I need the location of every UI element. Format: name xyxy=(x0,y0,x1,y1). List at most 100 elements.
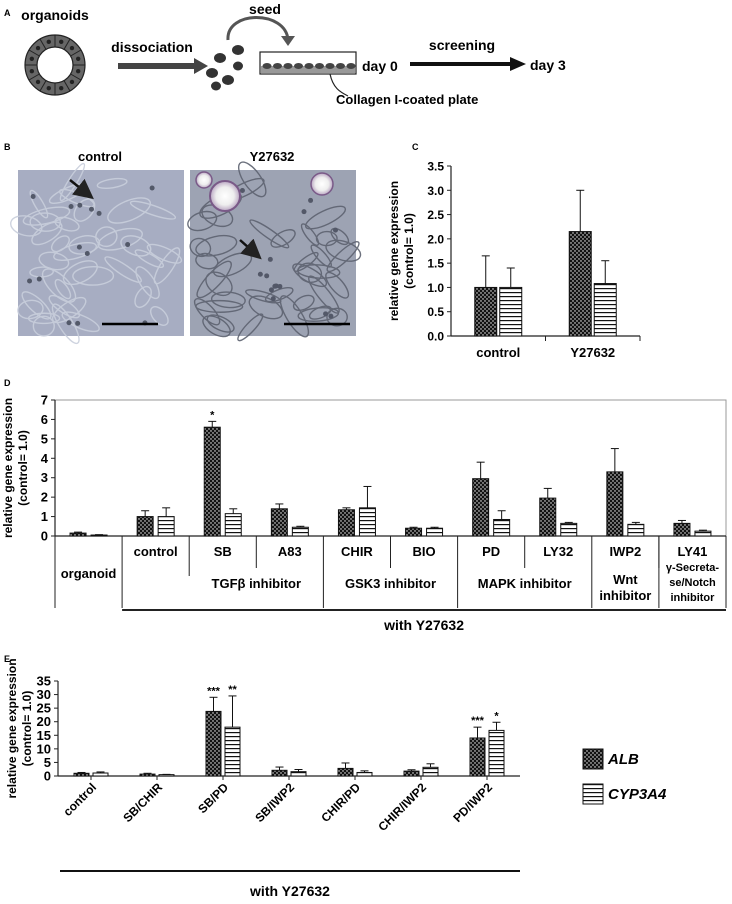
legend-label-cyp3a4: CYP3A4 xyxy=(608,786,667,803)
bar-alb xyxy=(568,231,592,337)
bar-cyp3a4 xyxy=(488,729,505,777)
y-tick-label: 0 xyxy=(41,529,48,544)
y-tick-label: 1 xyxy=(41,509,48,524)
category-label: IWP2 xyxy=(609,544,641,559)
y-tick-label: 3 xyxy=(41,470,48,485)
bar-alb xyxy=(606,471,624,537)
bar-alb xyxy=(205,710,222,777)
y-tick-label: 1.5 xyxy=(427,257,444,271)
legend-swatch-alb xyxy=(582,748,604,770)
category-label: LY32 xyxy=(543,544,573,559)
bar-alb xyxy=(405,527,423,537)
group-label-notch: inhibitor xyxy=(670,592,715,604)
bar-cyp3a4 xyxy=(426,527,444,537)
bar-cyp3a4 xyxy=(90,534,108,537)
screening-arrow-head xyxy=(510,57,526,71)
panel-letter-c: C xyxy=(412,142,419,152)
y-tick-label: 2.5 xyxy=(427,208,444,222)
label-control-image: control xyxy=(78,149,122,164)
significance-label: *** xyxy=(471,715,485,727)
y-axis-label: relative gene expression(control= 1.0) xyxy=(5,658,34,798)
label-day0: day 0 xyxy=(362,58,398,74)
significance-label: ** xyxy=(228,684,237,696)
chart-d: 0 1 2 3 4 5 6 7 relative gene expression(control… xyxy=(1,393,727,633)
x-category-label: CHIR/PD xyxy=(318,780,363,825)
legend: ALB CYP3A4 xyxy=(582,748,667,805)
y-tick-label: 7 xyxy=(41,393,48,408)
plot-frame xyxy=(54,399,727,537)
micrograph-control xyxy=(9,162,184,345)
y-tick-label: 4 xyxy=(41,451,49,466)
group-label: MAPK inhibitor xyxy=(478,576,572,591)
group-label: GSK3 inhibitor xyxy=(345,576,436,591)
bar-cyp3a4 xyxy=(224,513,242,537)
category-label: A83 xyxy=(278,544,302,559)
y-tick-label: 20 xyxy=(37,714,51,729)
y-tick-label: 35 xyxy=(37,674,51,689)
panel-letter-e: E xyxy=(4,654,10,664)
y-tick-label: 0.5 xyxy=(427,305,444,319)
label-dissociation: dissociation xyxy=(111,39,193,55)
y-tick-label: 0 xyxy=(44,769,51,784)
bar-cyp3a4 xyxy=(499,286,523,337)
significance-label: *** xyxy=(207,685,221,697)
panel-letter-d: D xyxy=(4,378,11,388)
bar-alb xyxy=(270,508,288,537)
y-axis-label: relative gene expression(control= 1.0) xyxy=(1,398,30,538)
bar-cyp3a4 xyxy=(560,522,578,537)
significance-label: * xyxy=(210,409,215,421)
y-tick-label: 10 xyxy=(37,741,51,756)
y-tick-label: 15 xyxy=(37,728,51,743)
y-tick-label: 2.0 xyxy=(427,232,444,246)
label-day3: day 3 xyxy=(530,57,566,73)
micrograph-y27632 xyxy=(187,161,362,342)
bar-alb xyxy=(136,516,154,537)
legend-label-alb: ALB xyxy=(607,751,639,768)
category-label: CHIR xyxy=(341,544,373,559)
bar-cyp3a4 xyxy=(694,530,712,537)
label-collagen-plate: Collagen I-coated plate xyxy=(336,92,478,107)
label-seed: seed xyxy=(249,1,281,17)
category-label: SB xyxy=(214,544,232,559)
y-tick-label: 5 xyxy=(41,431,48,446)
category-label: control xyxy=(134,544,178,559)
y-tick-label: 0.0 xyxy=(427,330,444,344)
arrow-icon xyxy=(239,238,262,260)
bar-alb xyxy=(337,767,354,777)
bar-alb xyxy=(337,509,355,537)
label-y27632-image: Y27632 xyxy=(250,149,295,164)
dissociation-arrow-head xyxy=(194,58,208,74)
category-label: PD xyxy=(482,544,500,559)
bar-alb xyxy=(403,770,420,777)
bar-cyp3a4 xyxy=(157,516,175,537)
dissociated-cells-icon xyxy=(206,45,244,91)
bar-cyp3a4 xyxy=(92,772,109,777)
panel-a: A organoids dissociation seed Collagen I… xyxy=(4,1,566,107)
label-organoids: organoids xyxy=(21,7,89,23)
bar-alb xyxy=(73,772,90,777)
panel-letter-a: A xyxy=(4,8,11,18)
bar-alb xyxy=(673,522,691,537)
bar-alb xyxy=(69,532,87,537)
x-category-label: SB/IWP2 xyxy=(252,780,297,825)
x-category-label: control xyxy=(60,780,99,819)
bar-cyp3a4 xyxy=(358,507,376,537)
bar-cyp3a4 xyxy=(356,771,373,777)
y-tick-label: 3.5 xyxy=(427,160,444,174)
chart-c: 0.0 0.5 1.0 1.5 2.0 2.5 3.0 3.5 relative gene ex… xyxy=(387,160,641,360)
x-category-label: PD/IWP2 xyxy=(450,780,495,825)
y-tick-label: 3.0 xyxy=(427,184,444,198)
x-category-label: CHIR/IWP2 xyxy=(375,780,429,834)
x-category-label: SB/PD xyxy=(195,780,231,816)
panel-b: B control Y27632 xyxy=(4,142,362,345)
bar-alb xyxy=(203,426,221,537)
y-tick-label: 5 xyxy=(44,755,51,770)
panel-c: C 0.0 0.5 1.0 1.5 2.0 2.5 3.0 3.5 relative gene … xyxy=(387,142,641,360)
seed-curved-arrow xyxy=(226,16,290,41)
bar-cyp3a4 xyxy=(422,766,439,777)
y-tick-label: 30 xyxy=(37,687,51,702)
bar-cyp3a4 xyxy=(224,726,241,777)
group-label-notch: γ-Secreta- xyxy=(666,562,720,574)
